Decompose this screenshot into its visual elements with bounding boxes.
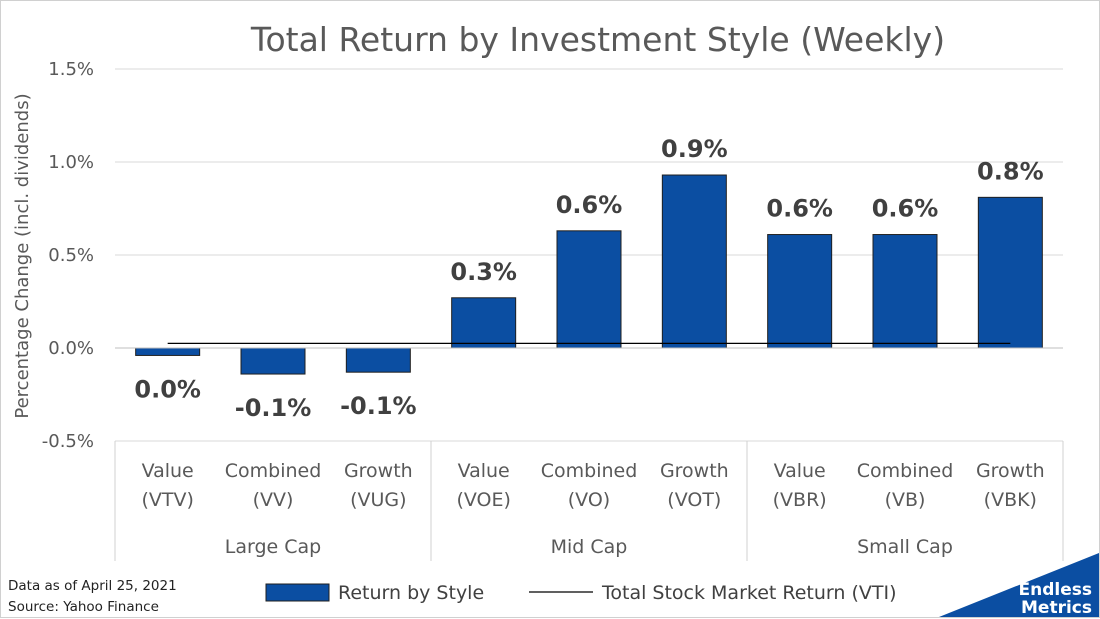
x-tick-label: Growth (660, 460, 729, 482)
x-tick-ticker: (VB) (885, 489, 926, 511)
data-labels: 0.0% -0.1% -0.1% 0.3% 0.6% 0.9% 0.6% 0.6% 0.8% (134, 135, 1043, 422)
y-tick-label: 1.0% (48, 152, 94, 173)
logo-triangle (939, 553, 1099, 617)
bar-vv (240, 347, 306, 375)
group-label: Large Cap (225, 536, 321, 558)
data-label: 0.8% (977, 157, 1044, 185)
y-ticks: 1.5% 1.0% 0.5% 0.0% -0.5% (42, 59, 94, 452)
x-tick-label: Value (774, 460, 826, 482)
x-tick-label: Value (458, 460, 510, 482)
group-label: Mid Cap (551, 536, 628, 558)
data-label: 0.6% (556, 191, 623, 219)
bar-vb (872, 234, 938, 349)
y-axis-label: Percentage Change (incl. dividends) (12, 93, 33, 418)
x-tick-ticker: (VBR) (773, 489, 827, 511)
data-label: -0.1% (340, 392, 417, 420)
legend-label-line: Total Stock Market Return (VTI) (601, 582, 897, 604)
logo-text-endless: Endless (1019, 580, 1092, 600)
y-tick-label: 0.5% (48, 245, 94, 266)
x-tick-label: Value (142, 460, 194, 482)
legend-label-bars: Return by Style (338, 582, 484, 604)
x-tick-ticker: (VUG) (350, 489, 406, 511)
chart-title: Total Return by Investment Style (Weekly… (250, 20, 945, 59)
y-tick-label: -0.5% (42, 431, 94, 452)
legend: Return by Style Total Stock Market Retur… (265, 582, 897, 604)
data-label: -0.1% (235, 394, 312, 422)
x-tick-ticker: (VTV) (141, 489, 193, 511)
bar-vtv (135, 347, 201, 356)
data-label: 0.6% (872, 195, 939, 223)
x-tick-ticker: (VOE) (456, 489, 510, 511)
x-tick-ticker: (VV) (253, 489, 294, 511)
bar-vbr (767, 234, 833, 349)
bar-vot (661, 174, 727, 349)
bar-vo (556, 230, 622, 349)
bars (135, 174, 1043, 375)
x-tick-label: Growth (976, 460, 1045, 482)
y-tick-label: 1.5% (48, 59, 94, 80)
footnote-date: Data as of April 25, 2021 (8, 578, 177, 594)
logo-text-metrics: Metrics (1021, 598, 1092, 618)
x-axis: Value (VTV) Combined (VV) Growth (VUG) Value (V… (114, 347, 1064, 561)
data-label: 0.6% (766, 195, 833, 223)
x-tick-ticker: (VO) (568, 489, 610, 511)
data-label: 0.3% (450, 258, 517, 286)
group-label: Small Cap (857, 536, 953, 558)
x-tick-label: Combined (225, 460, 322, 482)
bar-voe (451, 297, 517, 349)
x-tick-label: Combined (857, 460, 954, 482)
x-tick-ticker: (VOT) (667, 489, 721, 511)
bar-vbk (977, 196, 1043, 349)
data-label: 0.9% (661, 135, 728, 163)
x-tick-label: Combined (541, 460, 638, 482)
bar-vug (345, 347, 411, 373)
data-label: 0.0% (134, 375, 201, 403)
legend-bar-swatch (265, 583, 330, 602)
y-tick-label: 0.0% (48, 338, 94, 359)
endless-metrics-logo: Endless Metrics (939, 553, 1099, 618)
x-tick-ticker: (VBK) (984, 489, 1037, 511)
x-tick-label: Growth (344, 460, 413, 482)
footnote-source: Source: Yahoo Finance (8, 599, 159, 615)
